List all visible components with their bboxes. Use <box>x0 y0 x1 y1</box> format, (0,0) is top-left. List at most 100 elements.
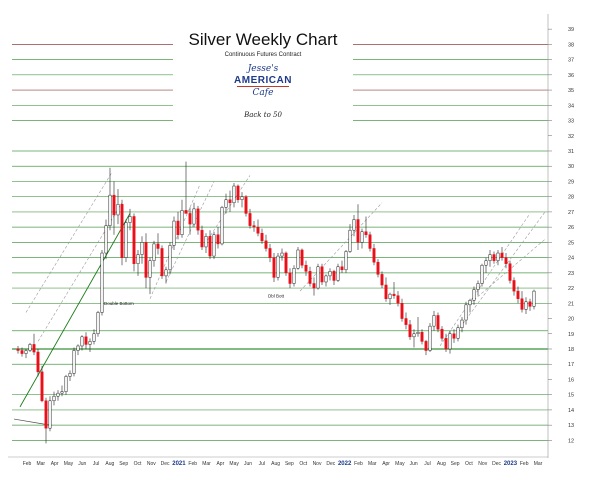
candle-body-69 <box>292 268 296 284</box>
x-tick-label-17: Jul <box>259 461 265 467</box>
y-tick-label-11: 23 <box>568 271 574 277</box>
x-tick-label-34: Dec <box>492 461 501 467</box>
candle-body-63 <box>268 248 272 258</box>
y-tick-label-24: 36 <box>568 73 574 79</box>
candle-body-113 <box>468 300 472 306</box>
candle-body-81 <box>340 266 344 271</box>
candle-body-105 <box>436 315 440 330</box>
x-tick-label-31: Sep <box>451 461 460 467</box>
y-tick-label-22: 34 <box>568 103 574 109</box>
candle-body-122 <box>504 257 508 264</box>
candle-body-55 <box>236 185 240 200</box>
y-tick-label-26: 38 <box>568 42 574 48</box>
x-tick-label-19: Sep <box>285 461 294 467</box>
candle-body-117 <box>484 260 488 266</box>
candle-body-60 <box>256 226 260 234</box>
y-tick-label-23: 35 <box>568 88 574 94</box>
candle-body-23 <box>108 194 112 226</box>
candle-body-94 <box>392 293 396 296</box>
candle-body-49 <box>212 234 216 257</box>
y-tick-label-15: 27 <box>568 210 574 216</box>
candle-body-51 <box>220 207 224 245</box>
y-tick-label-18: 30 <box>568 164 574 170</box>
candle-body-29 <box>132 216 136 264</box>
candle-body-25 <box>116 204 120 216</box>
y-tick-label-16: 28 <box>568 195 574 201</box>
candle-body-119 <box>492 254 496 261</box>
x-tick-label-35: 2023 <box>504 461 518 467</box>
channel-line-b <box>37 202 123 342</box>
candle-body-8 <box>48 400 52 429</box>
candle-body-118 <box>488 254 492 261</box>
candle-body-78 <box>328 271 332 277</box>
x-tick-label-11: 2021 <box>172 461 186 467</box>
x-tick-label-33: Nov <box>478 461 487 467</box>
candle-body-93 <box>388 293 392 299</box>
logo-script-bottom: Cafe <box>252 88 274 98</box>
candle-body-26 <box>120 204 124 258</box>
candle-body-106 <box>440 328 444 339</box>
x-tick-label-13: Mar <box>202 461 211 467</box>
x-tick-label-2: Apr <box>51 461 59 467</box>
candle-body-44 <box>192 208 196 225</box>
x-tick-label-7: Sep <box>119 461 128 467</box>
candle-body-129 <box>532 290 536 307</box>
candle-body-19 <box>92 333 96 342</box>
x-tick-label-36: Feb <box>520 461 529 467</box>
channel-line-e <box>204 175 251 245</box>
trend-support-line <box>19 213 131 408</box>
x-tick-label-22: Dec <box>326 461 335 467</box>
candle-body-40 <box>176 220 180 236</box>
y-tick-label-13: 25 <box>568 240 574 246</box>
y-tick-label-8: 20 <box>568 317 574 323</box>
candle-body-96 <box>400 303 404 319</box>
back-link[interactable]: Back to 50 <box>244 111 282 119</box>
candle-body-85 <box>356 219 360 243</box>
x-tick-label-29: Jul <box>424 461 430 467</box>
chart-header: Silver Weekly Chart Continuous Futures C… <box>173 26 353 126</box>
candle-body-99 <box>412 333 416 338</box>
y-tick-label-3: 15 <box>568 393 574 399</box>
y-tick-label-21: 33 <box>568 119 574 125</box>
x-tick-label-14: Apr <box>216 461 224 467</box>
cafe-logo[interactable]: Jesse's AMERICAN Cafe <box>227 64 299 114</box>
candle-body-11 <box>60 391 64 394</box>
candle-body-14 <box>72 350 76 374</box>
candle-body-59 <box>252 225 256 228</box>
candle-body-92 <box>384 284 388 299</box>
candle-body-37 <box>164 269 168 277</box>
candle-body-114 <box>472 289 476 301</box>
y-tick-label-10: 22 <box>568 286 574 292</box>
candle-body-4 <box>32 344 36 353</box>
x-tick-label-3: May <box>64 461 74 467</box>
candle-body-53 <box>228 199 232 204</box>
x-tick-label-37: Mar <box>534 461 543 467</box>
candle-body-88 <box>368 234 372 249</box>
candle-body-108 <box>448 333 452 350</box>
candle-body-27 <box>124 222 128 258</box>
annotation-0: Double Bottom <box>104 301 134 306</box>
candle-body-89 <box>372 248 376 263</box>
candle-body-10 <box>56 392 60 397</box>
x-tick-label-20: Oct <box>299 461 307 467</box>
x-tick-label-21: Nov <box>313 461 322 467</box>
candle-body-6 <box>40 371 44 402</box>
candle-body-50 <box>216 234 220 245</box>
logo-wordmark: AMERICAN <box>234 75 292 86</box>
x-tick-label-28: Jun <box>410 461 418 467</box>
candle-body-107 <box>444 338 448 350</box>
candle-body-125 <box>516 290 520 299</box>
candle-body-84 <box>352 219 356 231</box>
y-tick-label-14: 26 <box>568 225 574 231</box>
candle-body-104 <box>432 315 436 327</box>
candle-body-1 <box>20 350 24 354</box>
candle-body-127 <box>524 301 528 310</box>
candle-body-123 <box>508 263 512 281</box>
candle-body-43 <box>188 213 192 225</box>
candle-body-13 <box>68 373 72 377</box>
candle-body-102 <box>424 341 428 351</box>
candle-body-38 <box>168 245 172 271</box>
logo-script-top: Jesse's <box>247 64 279 74</box>
candle-body-98 <box>408 324 412 338</box>
